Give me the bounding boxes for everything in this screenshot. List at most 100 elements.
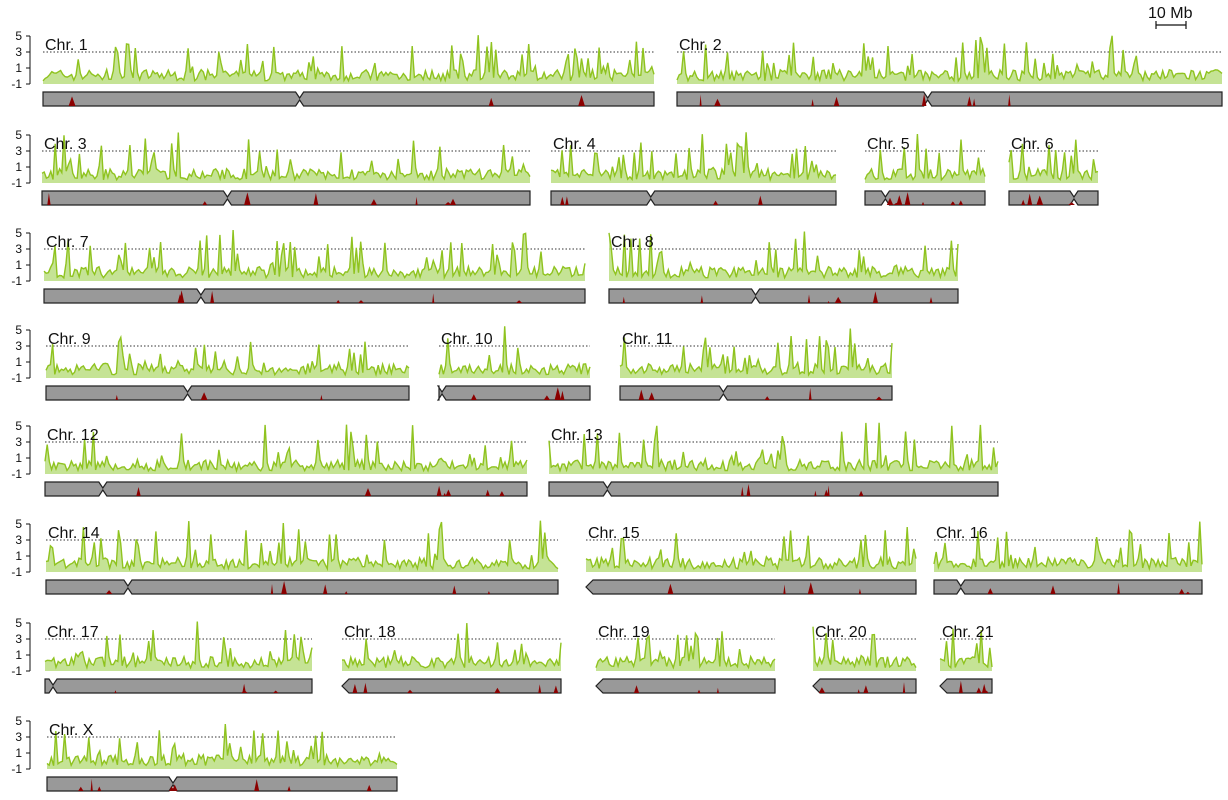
signal-line <box>619 328 893 377</box>
ideogram-mark <box>169 786 175 791</box>
chromosome-label: Chr. 7 <box>46 234 89 251</box>
ideogram <box>436 385 591 401</box>
ideogram-mark <box>47 193 51 205</box>
ideogram-mark <box>488 97 494 106</box>
y-axis-tick-label: 5 <box>15 714 22 728</box>
chromosome-label: Chr. 15 <box>588 525 640 542</box>
scale-bar-label: 10 Mb <box>1148 5 1193 22</box>
ideogram-mark <box>807 294 811 303</box>
ideogram-mark <box>1050 585 1056 594</box>
chromosome-label: Chr. 6 <box>1011 136 1054 153</box>
ideogram-mark <box>827 485 830 496</box>
signal-line <box>46 723 398 769</box>
signal-line <box>550 132 837 183</box>
signal-line <box>608 231 959 280</box>
ideogram-mark <box>858 588 862 594</box>
chromosome-panel: Chr. 5 <box>864 133 986 206</box>
chromosome-panel: Chr. 11 <box>619 328 893 401</box>
ideogram-mark <box>1021 199 1026 205</box>
signal-line <box>939 628 993 670</box>
ideogram-mark <box>68 96 76 106</box>
signal-area <box>342 623 561 671</box>
ideogram-mark <box>320 394 323 400</box>
ideogram <box>41 190 531 206</box>
ideogram <box>933 579 1203 595</box>
ideogram <box>619 385 893 401</box>
ideogram-mark <box>210 290 215 303</box>
y-axis-tick-label: 1 <box>15 258 22 272</box>
ideogram-mark <box>1036 195 1044 205</box>
ideogram-mark <box>741 486 744 496</box>
ideogram-mark <box>699 94 702 106</box>
y-axis-tick-label: -1 <box>11 77 22 91</box>
signal-line <box>45 334 410 378</box>
y-axis-tick-label: -1 <box>11 664 22 678</box>
ideogram-mark <box>97 786 102 791</box>
y-axis-tick-label: 1 <box>15 451 22 465</box>
chromosome-panel: Chr. 4 <box>550 132 837 206</box>
signal-line <box>548 422 999 473</box>
signal-line <box>676 35 1223 83</box>
ideogram-mark <box>929 297 933 303</box>
chromosome-panel: Chr. 19 <box>595 624 776 694</box>
ideogram-mark <box>1117 582 1120 594</box>
ideogram-mark <box>270 583 274 594</box>
ideogram <box>676 91 1223 107</box>
ideogram-mark <box>807 582 814 594</box>
ideogram-mark <box>764 396 770 400</box>
chromosome-panel: Chr. 20 <box>812 624 917 694</box>
y-axis-tick-label: 3 <box>15 144 22 158</box>
chromosome-panel: Chr. X <box>46 722 398 792</box>
y-axis-tick-label: 3 <box>15 339 22 353</box>
y-axis-tick-label: 3 <box>15 730 22 744</box>
ideogram-mark <box>470 394 477 400</box>
y-axis-tick-label: -1 <box>11 565 22 579</box>
y-axis: 5 3 1 -1 <box>11 714 31 776</box>
chromosome-label: Chr. 11 <box>622 331 673 348</box>
ideogram-mark <box>808 387 812 400</box>
chromosome-label: Chr. 2 <box>679 37 722 54</box>
ideogram-mark <box>415 196 418 205</box>
ideogram-mark <box>254 779 260 791</box>
signal-area <box>44 230 585 281</box>
y-axis-tick-label: 1 <box>15 746 22 760</box>
y-axis-tick-label: 5 <box>15 226 22 240</box>
ideogram-mark <box>432 293 435 303</box>
ideogram-mark <box>1185 591 1191 594</box>
y-axis: 5 3 1 -1 <box>11 419 31 481</box>
ideogram-mark <box>972 98 976 106</box>
ideogram-mark <box>407 689 413 693</box>
ideogram-mark <box>90 778 93 791</box>
ideogram-mark <box>921 93 927 106</box>
y-axis-tick-label: -1 <box>11 371 22 385</box>
chromosome-panel: Chr. 15 <box>585 525 917 595</box>
signal-area <box>47 724 397 769</box>
chromosome-label: Chr. 5 <box>867 136 910 153</box>
chromosome-panel: Chr. 6 <box>1008 136 1099 206</box>
chromosome-label: Chr. 9 <box>48 331 91 348</box>
signal-line <box>933 521 1203 572</box>
ideogram-mark <box>543 395 550 400</box>
ideogram-mark <box>967 96 972 106</box>
ideogram-mark <box>958 680 963 693</box>
ideogram-mark <box>136 487 141 496</box>
chromosome-panel: Chr. 14 <box>45 520 559 595</box>
chromosome-panel: Chr. 3 <box>41 132 531 206</box>
chromosome-panel: Chr. 16 <box>933 521 1203 595</box>
ideogram-mark <box>950 201 955 205</box>
chromosome-label: Chr. 8 <box>611 234 654 251</box>
signal-line <box>438 326 591 376</box>
ideogram-mark <box>560 196 565 205</box>
ideogram <box>585 579 917 595</box>
ideogram-mark <box>364 488 372 496</box>
signal-area <box>45 424 527 474</box>
ideogram-mark <box>445 489 452 496</box>
signal-line <box>595 631 776 670</box>
y-axis-tick-label: 1 <box>15 648 22 662</box>
ideogram-mark <box>554 387 562 400</box>
y-axis: 5 3 1 -1 <box>11 323 31 385</box>
y-axis-tick-label: 3 <box>15 242 22 256</box>
chromosome-label: Chr. 17 <box>47 624 99 641</box>
ideogram-mark <box>827 301 830 303</box>
